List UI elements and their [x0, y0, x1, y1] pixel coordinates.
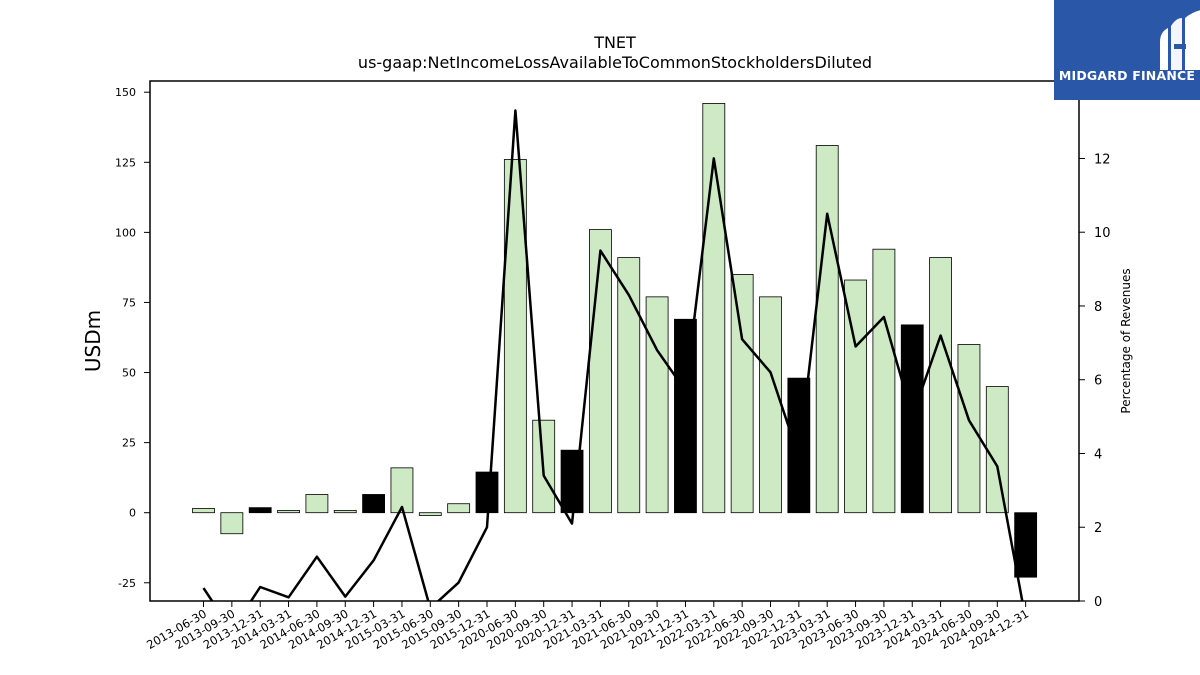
- left-axis: -25 0 25 50 75 100 125 150: [115, 86, 150, 590]
- line-series: [202, 109, 1024, 601]
- bar-2021-03-31: [589, 229, 612, 514]
- y2-tick-label: 8: [1094, 300, 1102, 315]
- y-tick-label: 0: [129, 507, 136, 520]
- bar-2023-09-30: [872, 248, 896, 514]
- y-tick-label: 25: [122, 437, 136, 450]
- y-tick-label: 100: [115, 226, 136, 239]
- logo-text: MIDGARD FINANCE: [1058, 68, 1196, 83]
- y-tick-label: 75: [122, 296, 136, 309]
- bar-series: [192, 103, 1038, 578]
- bar-2013-12-31: [248, 507, 272, 514]
- bar-2015-12-31: [475, 471, 499, 514]
- bar-2021-09-30: [645, 296, 669, 514]
- logo-mark-icon: [1160, 10, 1200, 70]
- y2-tick-label: 4: [1094, 447, 1102, 462]
- bar-2014-09-30: [333, 510, 357, 514]
- bar-2020-06-30: [503, 159, 527, 514]
- bar-2024-09-30: [985, 386, 1009, 514]
- bar-2015-09-30: [447, 503, 471, 514]
- y2-tick-label: 6: [1094, 374, 1102, 389]
- bar-2013-09-30: [220, 512, 244, 535]
- plot-frame: [149, 80, 1080, 602]
- bar-2014-12-31: [362, 494, 386, 514]
- chart-subtitle: us-gaap:NetIncomeLossAvailableToCommonSt…: [358, 53, 872, 72]
- bar-2023-12-31: [900, 324, 924, 514]
- bar-2015-06-30: [418, 512, 442, 516]
- bar-2022-09-30: [759, 296, 782, 514]
- y-axis-label: USDm: [81, 310, 105, 372]
- y2-axis-label: Percentage of Revenues: [1119, 268, 1133, 413]
- bar-2021-06-30: [617, 257, 641, 514]
- y2-tick-label: 10: [1094, 226, 1111, 241]
- bar-2014-06-30: [305, 494, 329, 514]
- bar-2023-03-31: [815, 145, 839, 514]
- x-axis: 2013-06-302013-09-302013-12-312014-03-31…: [144, 601, 1031, 652]
- y2-tick-label: 12: [1094, 152, 1111, 167]
- y-tick-label: -25: [118, 577, 136, 590]
- bar-2021-12-31: [674, 318, 697, 514]
- midgard-finance-logo: MIDGARD FINANCE: [1054, 0, 1200, 100]
- y-tick-label: 50: [122, 367, 136, 380]
- bar-2024-06-30: [957, 344, 981, 514]
- bar-2013-06-30: [192, 508, 215, 514]
- bar-2014-03-31: [277, 510, 300, 514]
- y2-tick-label: 0: [1094, 595, 1102, 610]
- bar-2022-06-30: [730, 274, 754, 514]
- bar-2015-03-31: [390, 467, 414, 514]
- y-tick-label: 150: [115, 86, 136, 99]
- right-axis: 0 2 4 6 8 10 12: [1079, 152, 1111, 610]
- y-tick-label: 125: [115, 156, 136, 169]
- pct-revenue-line: [202, 109, 1024, 601]
- chart-title: TNET: [593, 33, 636, 52]
- bar-2023-06-30: [844, 279, 867, 514]
- bar-2024-03-31: [929, 257, 952, 514]
- y2-tick-label: 2: [1094, 521, 1102, 536]
- bar-2024-12-31: [1014, 512, 1038, 578]
